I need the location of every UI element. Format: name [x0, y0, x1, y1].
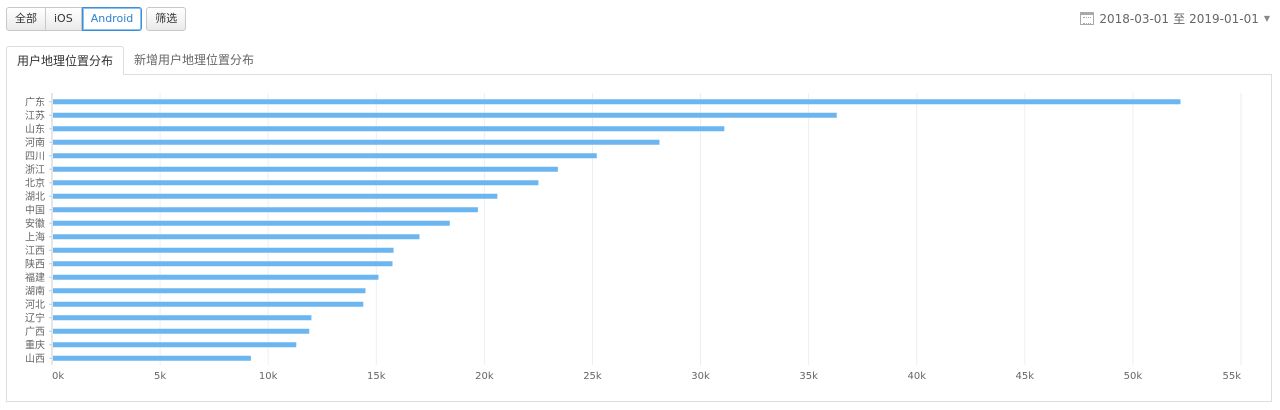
bar	[53, 274, 379, 280]
y-tick-label: 安徽	[25, 217, 45, 230]
y-tick-label: 湖南	[25, 284, 45, 297]
bar	[53, 328, 310, 334]
y-tick-label: 中国	[25, 203, 45, 216]
bar	[53, 234, 420, 240]
bar	[53, 220, 450, 226]
tab-user-location[interactable]: 用户地理位置分布	[6, 46, 125, 75]
x-tick-label: 40k	[907, 371, 926, 382]
bar	[53, 207, 478, 213]
bar	[53, 126, 725, 132]
y-tick-label: 江苏	[25, 109, 45, 122]
x-tick-label: 45k	[1016, 371, 1035, 382]
y-tick-label: 广西	[25, 326, 45, 338]
y-tick-label: 河南	[25, 136, 45, 149]
filter-ios-button[interactable]: iOS	[46, 7, 82, 31]
x-tick-label: 25k	[583, 371, 602, 382]
y-tick-label: 辽宁	[25, 311, 45, 324]
x-tick-label: 55k	[1222, 371, 1241, 382]
bar	[53, 355, 251, 361]
bar	[53, 193, 498, 199]
bar	[53, 342, 297, 348]
bar	[53, 288, 366, 294]
date-end: 2019-01-01	[1189, 11, 1259, 26]
caret-down-icon: ▼	[1263, 14, 1270, 23]
bar	[53, 153, 597, 159]
platform-filter-group: 全部 iOS Android 筛选	[6, 7, 187, 31]
y-tick-label: 福建	[25, 271, 45, 284]
chart-panel: 0k 5k 10k 15k 20k 25k 30k 35k 40k 45k 50k 55k 广东 江苏 山东…	[6, 74, 1272, 402]
x-tick-label: 30k	[691, 371, 710, 382]
filter-all-button[interactable]: 全部	[6, 7, 46, 31]
filter-button[interactable]: 筛选	[146, 7, 187, 31]
filter-android-button[interactable]: Android	[81, 7, 143, 31]
x-tick-label: 0k	[52, 371, 64, 382]
x-tick-label: 10k	[259, 371, 278, 382]
tab-bar: 用户地理位置分布 新增用户地理位置分布	[6, 46, 264, 75]
x-tick-label: 35k	[799, 371, 818, 382]
y-tick-label: 河北	[25, 299, 45, 311]
toolbar: 全部 iOS Android 筛选 2018-03-01 至 2019-01-0…	[0, 0, 1280, 40]
x-tick-label: 15k	[367, 371, 386, 382]
x-tick-label: 50k	[1124, 371, 1143, 382]
bar	[53, 261, 393, 267]
y-tick-label: 山西	[25, 353, 45, 365]
y-tick-label: 山东	[25, 122, 45, 135]
date-separator: 至	[1173, 12, 1186, 26]
y-tick-label: 江西	[25, 245, 45, 257]
y-tick-label: 广东	[25, 95, 45, 108]
date-range-picker[interactable]: 2018-03-01 至 2019-01-01 ▼	[1080, 10, 1270, 27]
bar	[53, 99, 1181, 105]
y-tick-label: 四川	[25, 151, 45, 162]
bar	[53, 315, 312, 321]
bar	[53, 166, 558, 172]
y-tick-label: 上海	[25, 230, 45, 243]
y-tick-label: 重庆	[25, 338, 45, 351]
y-tick-label: 湖北	[25, 191, 45, 203]
y-tick-label: 浙江	[25, 164, 45, 176]
x-tick-label: 5k	[154, 371, 166, 382]
bar	[53, 112, 837, 118]
tab-new-user-location[interactable]: 新增用户地理位置分布	[134, 53, 255, 67]
x-tick-label: 20k	[475, 371, 494, 382]
location-bar-chart: 0k 5k 10k 15k 20k 25k 30k 35k 40k 45k 50k 55k 广东江苏山东…	[25, 93, 1242, 382]
bar	[53, 139, 660, 145]
bar	[53, 301, 364, 307]
date-start: 2018-03-01	[1099, 11, 1170, 26]
y-tick-label: 北京	[25, 176, 45, 189]
calendar-icon	[1080, 12, 1095, 25]
y-tick-label: 陕西	[25, 257, 45, 270]
bar	[53, 180, 539, 186]
bar	[53, 247, 394, 253]
